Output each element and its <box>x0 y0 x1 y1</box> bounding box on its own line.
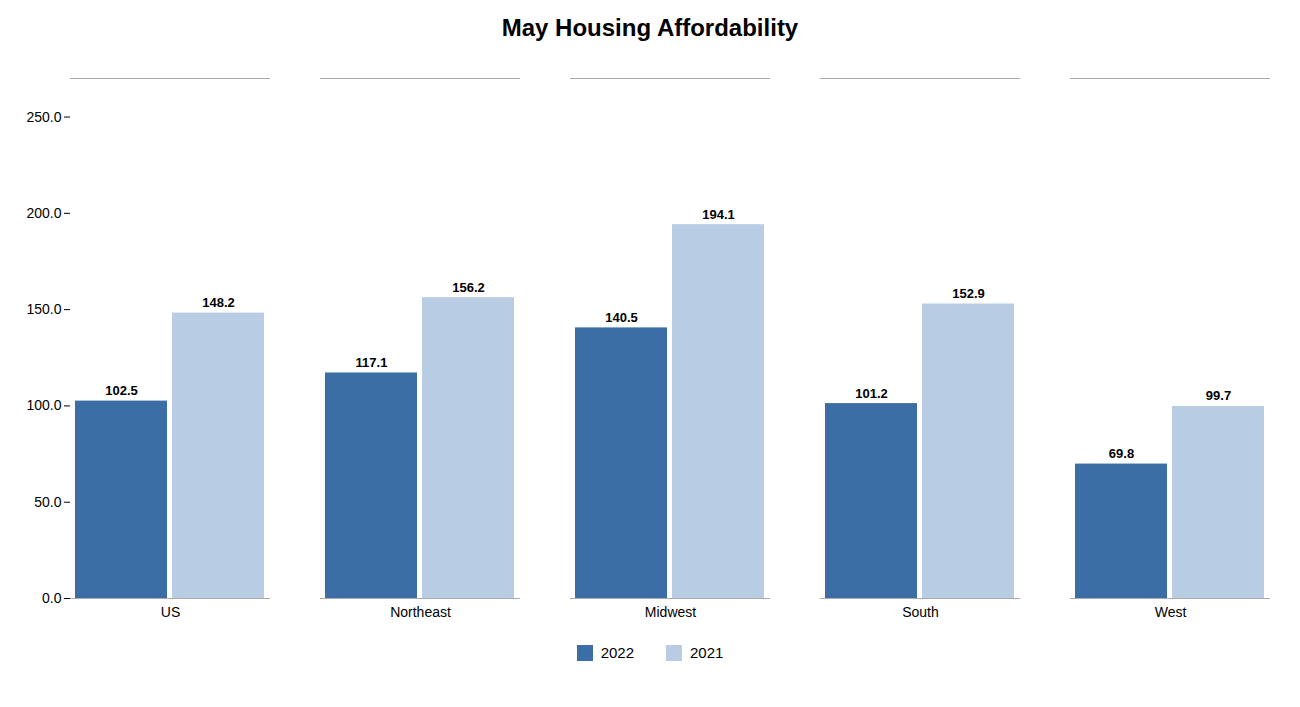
svg-text:South: South <box>902 604 939 620</box>
html-text:May Housing Affordability: May Housing Affordability <box>501 14 799 41</box>
svg-text:Northeast: Northeast <box>390 604 451 620</box>
html-text:2021: 2021 <box>690 644 724 661</box>
svg-text:200.0: 200.0 <box>26 205 61 221</box>
svg-text:102.5: 102.5 <box>105 383 138 398</box>
svg-text:101.2: 101.2 <box>855 386 888 401</box>
svg-text:152.9: 152.9 <box>952 286 985 301</box>
svg-text:West: West <box>1155 604 1187 620</box>
svg-text:50.0: 50.0 <box>34 494 61 510</box>
svg-text:US: US <box>161 604 180 620</box>
svg-text:250.0: 250.0 <box>26 108 61 124</box>
svg-text:Midwest: Midwest <box>645 604 696 620</box>
svg-text:148.2: 148.2 <box>202 295 235 310</box>
html-text:2022: 2022 <box>600 644 634 661</box>
svg-text:156.2: 156.2 <box>452 280 485 295</box>
svg-text:194.1: 194.1 <box>702 207 735 222</box>
svg-text:100.0: 100.0 <box>26 397 61 413</box>
svg-text:150.0: 150.0 <box>26 301 61 317</box>
svg-text:69.8: 69.8 <box>1109 446 1134 461</box>
svg-text:140.5: 140.5 <box>605 310 638 325</box>
svg-text:99.7: 99.7 <box>1206 388 1231 403</box>
svg-text:0.0: 0.0 <box>42 590 62 606</box>
svg-text:117.1: 117.1 <box>356 355 388 370</box>
